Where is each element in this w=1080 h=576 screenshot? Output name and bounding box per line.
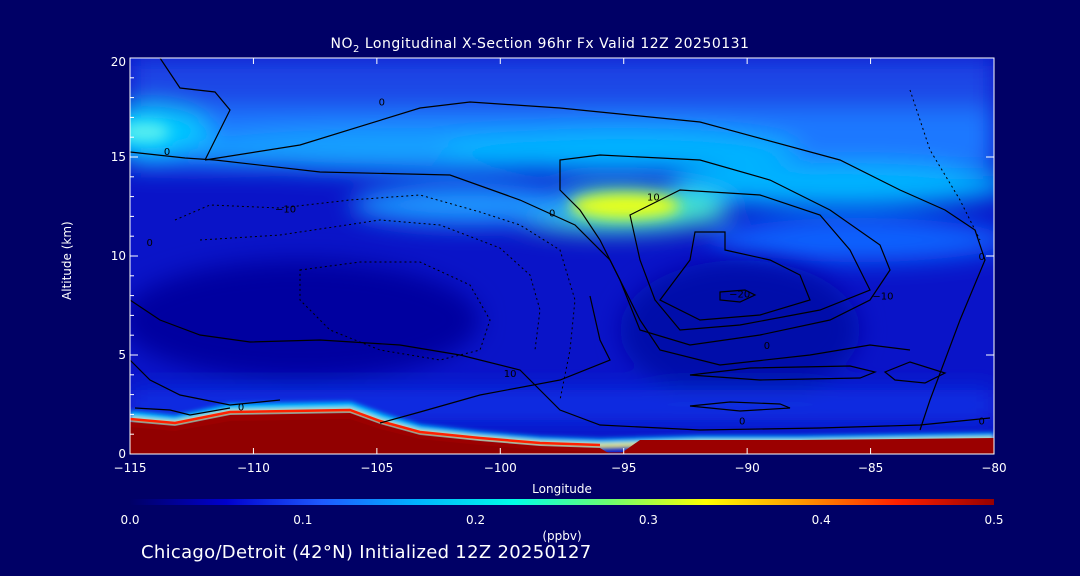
colorbar bbox=[130, 499, 994, 505]
y-tick-label: 15 bbox=[111, 150, 126, 164]
x-tick-label: −115 bbox=[114, 461, 147, 475]
colorbar-tick-label: 0.5 bbox=[984, 513, 1003, 527]
title-subscript: 2 bbox=[353, 43, 360, 55]
contour-labels: 0 0 −10 0 10 −20 −10 0 0 10 0 0 0 0 bbox=[147, 98, 985, 428]
negative-contours bbox=[174, 89, 981, 401]
colorbar-units: (ppbv) bbox=[542, 529, 582, 543]
surface-max-east bbox=[620, 438, 994, 454]
contour-label: 0 bbox=[549, 208, 555, 219]
contour-label: 0 bbox=[978, 416, 984, 427]
chart-title: NO2 Longitudinal X-Section 96hr Fx Valid… bbox=[0, 36, 1080, 55]
contour-label: 0 bbox=[764, 341, 770, 352]
no2-field bbox=[130, 58, 994, 454]
y-tick-label: 20 bbox=[111, 55, 126, 69]
x-tick-label: −110 bbox=[237, 461, 270, 475]
y-tick-label: 5 bbox=[118, 348, 126, 362]
colorbar-tick-label: 0.0 bbox=[120, 513, 139, 527]
contour-label: −20 bbox=[729, 290, 750, 301]
y-tick-label: 10 bbox=[111, 249, 126, 263]
colorbar-tick-label: 0.4 bbox=[812, 513, 831, 527]
x-tick-label: −95 bbox=[611, 461, 636, 475]
x-tick-label: −85 bbox=[858, 461, 883, 475]
y-tick-label: 0 bbox=[118, 447, 126, 461]
colorbar-tick-label: 0.1 bbox=[293, 513, 312, 527]
x-tick-label: −80 bbox=[981, 461, 1006, 475]
colorbar-ticks: 0.0 0.1 0.2 0.3 0.4 0.5 bbox=[120, 513, 1003, 527]
x-tick-label: −105 bbox=[360, 461, 393, 475]
contour-label: −10 bbox=[872, 292, 893, 303]
contour-label: 10 bbox=[504, 369, 517, 380]
contour-label: 10 bbox=[647, 193, 660, 204]
colorbar-tick-label: 0.3 bbox=[639, 513, 658, 527]
contour-label: −10 bbox=[275, 204, 296, 215]
contour-label: 0 bbox=[238, 402, 244, 413]
x-tick-label: −90 bbox=[734, 461, 759, 475]
contour-label: 0 bbox=[147, 238, 153, 249]
y-axis-label: Altitude (km) bbox=[60, 221, 74, 300]
colorbar-tick-label: 0.2 bbox=[466, 513, 485, 527]
contours bbox=[130, 58, 991, 431]
contour-label: 0 bbox=[164, 147, 170, 158]
contour-label: 0 bbox=[379, 98, 385, 109]
contour-label: 0 bbox=[978, 252, 984, 263]
x-axis-label: Longitude bbox=[532, 482, 592, 496]
title-rest: Longitudinal X-Section 96hr Fx Valid 12Z… bbox=[359, 36, 750, 52]
footer-caption: Chicago/Detroit (42°N) Initialized 12Z 2… bbox=[141, 542, 592, 563]
x-tick-label: −100 bbox=[484, 461, 517, 475]
contour-label: 0 bbox=[739, 416, 745, 427]
title-prefix: NO bbox=[330, 36, 354, 52]
